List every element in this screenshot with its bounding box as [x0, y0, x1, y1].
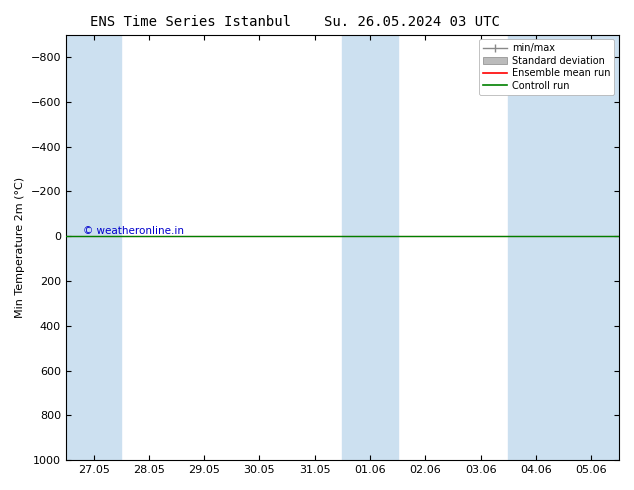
- Text: ENS Time Series Istanbul: ENS Time Series Istanbul: [89, 15, 291, 29]
- Text: © weatheronline.in: © weatheronline.in: [82, 226, 183, 236]
- Bar: [508, 35, 619, 460]
- Y-axis label: Min Temperature 2m (°C): Min Temperature 2m (°C): [15, 177, 25, 318]
- Bar: [342, 35, 398, 460]
- Bar: [66, 35, 121, 460]
- Text: Su. 26.05.2024 03 UTC: Su. 26.05.2024 03 UTC: [324, 15, 500, 29]
- Legend: min/max, Standard deviation, Ensemble mean run, Controll run: min/max, Standard deviation, Ensemble me…: [479, 40, 614, 95]
